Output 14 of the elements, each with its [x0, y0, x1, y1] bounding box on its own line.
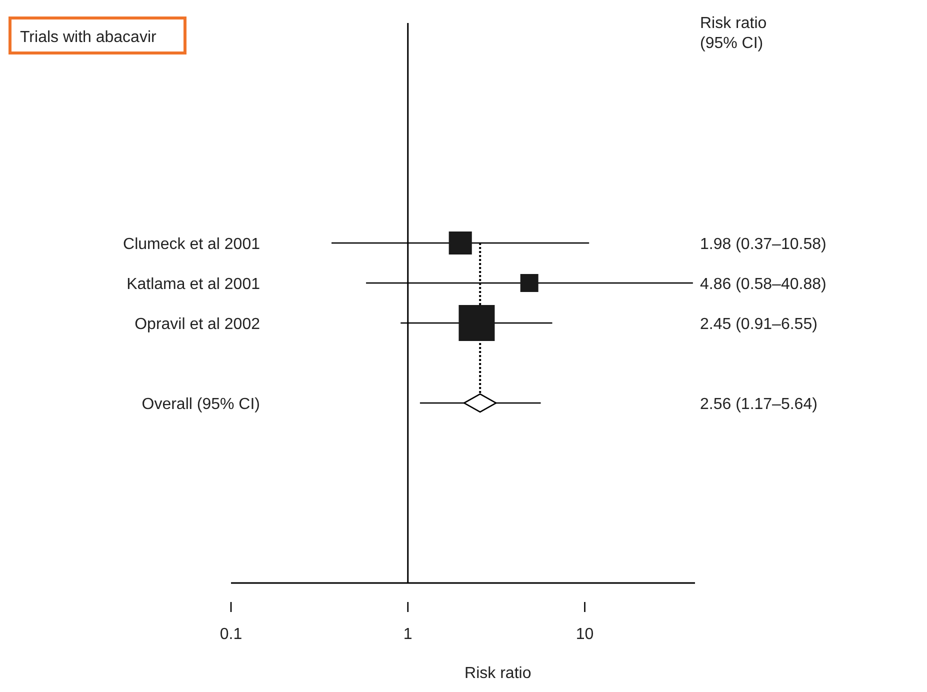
y-tick-label: Opravil et al 2002 [134, 316, 260, 333]
text: Risk ratio (95% CI) [700, 15, 767, 52]
x-tick-label: 10 [576, 626, 594, 643]
text: 2.45 (0.91–6.55) [700, 316, 818, 333]
y-tick-label: Clumeck et al 2001 [123, 236, 260, 253]
text: Trials with abacavir [20, 29, 158, 46]
y-tick-label: Overall (95% CI) [142, 396, 260, 413]
text: 1.98 (0.37–10.58) [700, 236, 826, 253]
text: 2.56 (1.17–5.64) [700, 396, 818, 413]
text: 4.86 (0.58–40.88) [700, 276, 826, 293]
x-tick-label: 1 [403, 626, 412, 643]
x-tick-label: 0.1 [220, 626, 242, 643]
x-axis-title: Risk ratio [464, 665, 532, 682]
y-tick-label: Katlama et al 2001 [126, 276, 260, 293]
